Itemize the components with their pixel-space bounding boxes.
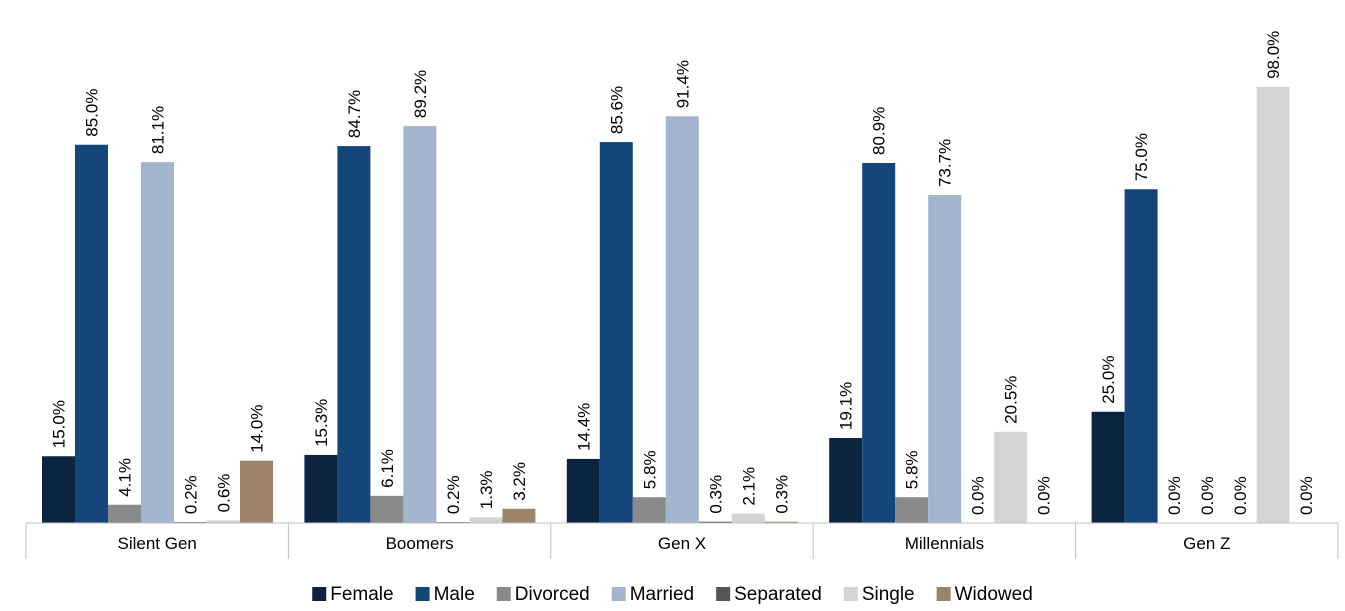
bar-gen-x-divorced bbox=[633, 497, 666, 523]
x-tick-label-silent-gen: Silent Gen bbox=[118, 534, 197, 553]
legend-swatch-separated bbox=[716, 587, 730, 601]
x-tick-label-millennials: Millennials bbox=[905, 534, 984, 553]
value-label-silent-gen-married: 81.1% bbox=[149, 106, 168, 154]
value-label-boomers-divorced: 6.1% bbox=[378, 449, 397, 488]
bar-gen-x-female bbox=[567, 459, 600, 523]
bar-millennials-male bbox=[862, 163, 895, 523]
bar-boomers-male bbox=[337, 146, 370, 523]
value-label-gen-x-separated: 0.3% bbox=[706, 475, 725, 514]
value-label-silent-gen-male: 85.0% bbox=[83, 89, 102, 137]
bar-silent-gen-male bbox=[75, 145, 108, 523]
bar-gen-z-female bbox=[1092, 412, 1125, 523]
legend-swatch-widowed bbox=[937, 587, 951, 601]
legend-swatch-female bbox=[312, 587, 326, 601]
bar-boomers-female bbox=[304, 455, 337, 523]
legend-item-separated: Separated bbox=[716, 584, 822, 605]
bar-silent-gen-divorced bbox=[108, 505, 141, 523]
x-tick-label-gen-z: Gen Z bbox=[1183, 534, 1230, 553]
value-label-boomers-separated: 0.2% bbox=[444, 475, 463, 514]
legend-label-divorced: Divorced bbox=[515, 584, 590, 605]
value-label-gen-x-female: 14.4% bbox=[574, 403, 593, 451]
bar-millennials-divorced bbox=[895, 497, 928, 523]
value-label-gen-z-female: 25.0% bbox=[1099, 356, 1118, 404]
x-tick-label-gen-x: Gen X bbox=[658, 534, 706, 553]
bar-boomers-divorced bbox=[370, 496, 403, 523]
legend-item-male: Male bbox=[416, 584, 475, 605]
value-label-gen-z-divorced: 0.0% bbox=[1165, 476, 1184, 515]
bar-gen-x-single bbox=[732, 514, 765, 523]
legend-swatch-single bbox=[844, 587, 858, 601]
value-label-boomers-male: 84.7% bbox=[345, 90, 364, 138]
bar-gen-z-single bbox=[1257, 87, 1290, 523]
bar-silent-gen-widowed bbox=[240, 461, 273, 523]
value-label-millennials-female: 19.1% bbox=[837, 382, 856, 430]
value-label-silent-gen-female: 15.0% bbox=[50, 400, 69, 448]
value-label-gen-x-male: 85.6% bbox=[607, 86, 626, 134]
legend-label-separated: Separated bbox=[734, 584, 822, 605]
bar-boomers-widowed bbox=[502, 509, 535, 523]
value-label-boomers-widowed: 3.2% bbox=[510, 462, 529, 501]
value-label-millennials-divorced: 5.8% bbox=[903, 450, 922, 489]
value-label-millennials-single: 20.5% bbox=[1002, 376, 1021, 424]
value-label-silent-gen-single: 0.6% bbox=[215, 474, 234, 513]
bar-boomers-married bbox=[403, 126, 436, 523]
bar-millennials-single bbox=[994, 432, 1027, 523]
legend-label-male: Male bbox=[434, 584, 475, 605]
legend-item-single: Single bbox=[844, 584, 915, 605]
x-tick-label-boomers: Boomers bbox=[386, 534, 454, 553]
bar-gen-z-male bbox=[1125, 189, 1158, 523]
value-label-silent-gen-divorced: 4.1% bbox=[116, 458, 135, 497]
value-label-gen-z-male: 75.0% bbox=[1132, 133, 1151, 181]
legend-swatch-married bbox=[612, 587, 626, 601]
value-label-millennials-married: 73.7% bbox=[936, 139, 955, 187]
bars-layer bbox=[42, 87, 1290, 523]
value-label-gen-x-widowed: 0.3% bbox=[772, 475, 791, 514]
value-label-boomers-female: 15.3% bbox=[312, 399, 331, 447]
value-label-millennials-widowed: 0.0% bbox=[1035, 476, 1054, 515]
legend-swatch-male bbox=[416, 587, 430, 601]
value-label-gen-x-married: 91.4% bbox=[673, 60, 692, 108]
legend-item-divorced: Divorced bbox=[497, 584, 590, 605]
legend-label-married: Married bbox=[630, 584, 694, 605]
value-label-millennials-male: 80.9% bbox=[870, 107, 889, 155]
legend-label-single: Single bbox=[862, 584, 915, 605]
value-label-silent-gen-widowed: 14.0% bbox=[248, 404, 267, 452]
value-label-boomers-single: 1.3% bbox=[477, 470, 496, 509]
legend-item-female: Female bbox=[312, 584, 393, 605]
legend-swatch-divorced bbox=[497, 587, 511, 601]
legend-item-married: Married bbox=[612, 584, 694, 605]
bar-millennials-married bbox=[928, 195, 961, 523]
bar-gen-x-male bbox=[600, 142, 633, 523]
legend-label-female: Female bbox=[330, 584, 393, 605]
value-label-silent-gen-separated: 0.2% bbox=[182, 475, 201, 514]
value-label-gen-z-widowed: 0.0% bbox=[1297, 476, 1316, 515]
legend: Female Male Divorced Married Separated Single… bbox=[312, 584, 1033, 605]
value-label-millennials-separated: 0.0% bbox=[969, 476, 988, 515]
bar-silent-gen-female bbox=[42, 456, 75, 523]
value-label-gen-z-married: 0.0% bbox=[1198, 476, 1217, 515]
bar-boomers-single bbox=[469, 517, 502, 523]
bar-silent-gen-married bbox=[141, 162, 174, 523]
value-label-gen-z-single: 98.0% bbox=[1264, 31, 1283, 79]
value-label-gen-z-separated: 0.0% bbox=[1231, 476, 1250, 515]
legend-item-widowed: Widowed bbox=[937, 584, 1033, 605]
value-label-boomers-married: 89.2% bbox=[411, 70, 430, 118]
x-axis: Silent Gen Boomers Gen X Millennials Gen Z bbox=[26, 523, 1338, 559]
legend-label-widowed: Widowed bbox=[955, 584, 1033, 605]
value-label-gen-x-single: 2.1% bbox=[739, 467, 758, 506]
bar-gen-x-married bbox=[666, 116, 699, 523]
bar-millennials-female bbox=[829, 438, 862, 523]
value-label-gen-x-divorced: 5.8% bbox=[640, 450, 659, 489]
